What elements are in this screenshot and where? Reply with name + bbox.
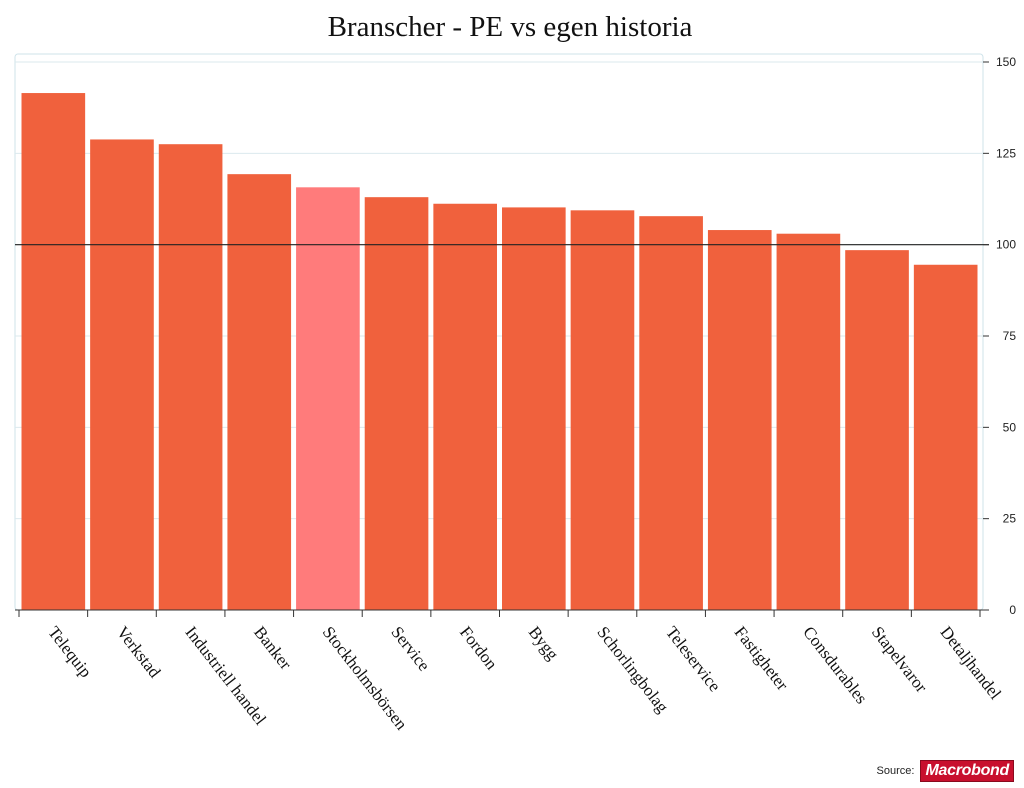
axes: 0 25 50 75 100 125 150 bbox=[15, 55, 1016, 617]
y-tick-label: 100 bbox=[996, 238, 1016, 252]
bar bbox=[913, 264, 978, 610]
y-tick-label: 0 bbox=[1009, 603, 1016, 617]
category-label: Stapelvaror bbox=[868, 623, 931, 697]
bar bbox=[90, 139, 154, 610]
y-tick-label: 75 bbox=[1003, 329, 1017, 343]
category-label: Schorlingbolag bbox=[593, 623, 672, 717]
category-label: Telequip bbox=[44, 623, 95, 681]
bar bbox=[364, 197, 429, 610]
category-label: Bygg bbox=[525, 623, 563, 664]
bar bbox=[776, 233, 841, 610]
bar bbox=[296, 187, 360, 610]
category-labels: Telequip Verkstad Industriell handelBanker… bbox=[44, 623, 1005, 734]
macrobond-logo: Macrobond bbox=[920, 760, 1014, 782]
bar bbox=[158, 144, 223, 610]
source-label: Source: bbox=[876, 765, 915, 777]
category-label: Fordon bbox=[456, 623, 502, 674]
category-label: Banker bbox=[250, 623, 295, 674]
bars bbox=[21, 93, 978, 611]
bar bbox=[21, 93, 86, 610]
y-tick-label: 125 bbox=[996, 146, 1016, 160]
bar bbox=[227, 174, 292, 610]
y-tick-label: 150 bbox=[996, 55, 1016, 69]
chart-title: Branscher - PE vs egen historia bbox=[328, 11, 693, 43]
category-label: Consdurables bbox=[799, 623, 871, 708]
bar bbox=[639, 216, 703, 611]
category-label: Teleservice bbox=[662, 623, 724, 695]
category-label: Fastigheter bbox=[731, 623, 793, 694]
category-label: Service bbox=[387, 623, 433, 675]
y-tick-label: 25 bbox=[1003, 512, 1017, 526]
y-tick-label: 50 bbox=[1003, 420, 1017, 434]
category-label: Detaljhandel bbox=[937, 623, 1006, 703]
source-footer: Source: Macrobond bbox=[877, 760, 1014, 782]
bar bbox=[570, 210, 635, 611]
bar bbox=[502, 207, 566, 611]
bar bbox=[845, 250, 909, 610]
bar bbox=[707, 230, 772, 610]
bar bbox=[433, 203, 497, 610]
category-label: Verkstad bbox=[113, 623, 165, 682]
